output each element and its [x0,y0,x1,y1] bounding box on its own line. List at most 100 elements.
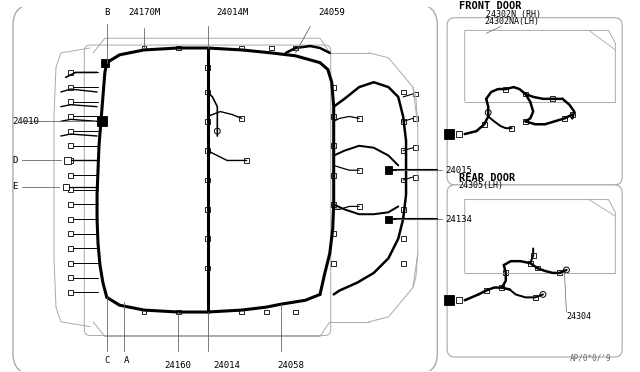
Text: D: D [12,156,17,165]
Bar [413,174,419,180]
Bar [550,96,555,101]
Bar [244,158,249,163]
Bar [523,119,528,124]
Text: E: E [12,182,17,191]
Bar [68,129,73,134]
Bar [68,114,73,119]
Text: 24059: 24059 [318,8,345,17]
Bar [205,65,210,70]
Bar [332,85,336,90]
Bar [205,90,210,94]
Bar [503,270,508,275]
Bar [385,166,392,174]
Bar [332,143,336,148]
Bar [557,270,562,275]
Text: FRONT DOOR: FRONT DOOR [459,1,522,11]
Bar [332,261,336,266]
Bar [68,202,73,207]
Bar [68,231,73,236]
Bar [64,157,71,164]
Text: REAR DOOR: REAR DOOR [459,173,515,183]
Bar [401,236,406,241]
Bar [68,217,73,222]
FancyBboxPatch shape [13,4,437,372]
FancyBboxPatch shape [447,18,622,185]
Circle shape [485,110,491,115]
Bar [456,131,462,137]
Text: 24015: 24015 [445,166,472,175]
Bar [63,184,68,190]
Circle shape [563,267,570,273]
Text: 24058: 24058 [277,361,304,370]
Bar [456,297,462,303]
Bar [444,129,454,139]
Bar [239,45,244,51]
Bar [176,45,180,51]
Text: 24014: 24014 [214,361,241,370]
Bar [401,261,406,266]
Text: 24302NA(LH): 24302NA(LH) [484,17,540,26]
Bar [205,266,210,270]
Bar [101,59,109,67]
Bar [239,116,244,121]
Bar [413,92,419,96]
Text: 24134: 24134 [445,215,472,224]
Bar [205,177,210,182]
Text: 24010: 24010 [12,117,39,126]
Bar [401,119,406,124]
Bar [332,231,336,236]
Bar [97,116,107,126]
Bar [68,290,73,295]
Bar [239,310,244,314]
Bar [68,143,73,148]
Circle shape [214,128,220,134]
Bar [356,168,362,173]
Bar [484,288,489,293]
Bar [444,295,454,305]
Bar [141,310,147,314]
Bar [523,92,528,96]
Bar [68,158,73,163]
Bar [401,177,406,182]
Bar [401,207,406,212]
Bar [264,310,269,314]
Bar [528,261,532,266]
Bar [509,126,514,131]
Bar [534,266,540,270]
Bar [293,310,298,314]
Text: 24014M: 24014M [216,8,248,17]
Bar [68,261,73,266]
Bar [356,116,362,121]
Bar [68,173,73,177]
Text: A: A [124,356,129,365]
Bar [332,114,336,119]
Bar [332,173,336,177]
Bar [385,216,392,222]
FancyBboxPatch shape [447,185,622,357]
Bar [499,285,504,290]
Bar [413,116,419,121]
Bar [401,90,406,94]
Bar [68,70,73,75]
FancyBboxPatch shape [84,45,331,336]
Bar [570,112,575,117]
Text: 24170M: 24170M [128,8,160,17]
Bar [205,236,210,241]
Text: 24305(LH): 24305(LH) [459,181,504,190]
Bar [68,85,73,90]
Text: AP/0*0/'9: AP/0*0/'9 [570,354,611,363]
Bar [531,253,536,258]
Bar [503,87,508,92]
Bar [413,145,419,150]
Bar [482,122,487,127]
Bar [532,295,538,300]
Text: 24302N (RH): 24302N (RH) [486,10,541,19]
Bar [205,119,210,124]
Bar [562,116,567,121]
Bar [401,148,406,153]
Bar [269,45,273,51]
Text: C: C [104,356,109,365]
Text: 24304: 24304 [566,312,591,321]
Bar [205,148,210,153]
Bar [205,207,210,212]
